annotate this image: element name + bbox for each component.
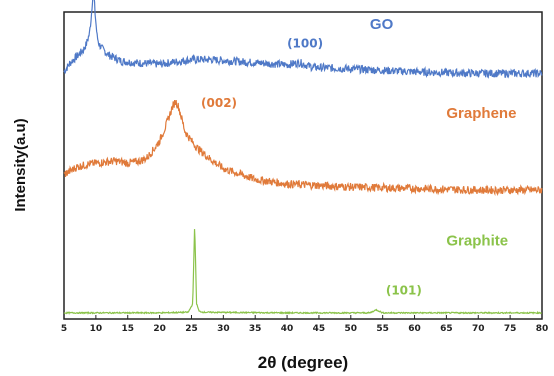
x-tick-label: 15: [121, 324, 134, 334]
x-tick-label: 50: [345, 324, 358, 334]
series-line-graphite: [63, 229, 542, 315]
series-line-graphene: [63, 99, 543, 197]
series-line-go: [63, 0, 543, 79]
series-label-go: GO: [370, 16, 394, 33]
x-tick-label: 10: [90, 324, 103, 334]
x-tick-label: 40: [281, 324, 294, 334]
x-tick-label: 55: [376, 324, 389, 334]
x-axis-title: 2θ (degree): [258, 353, 348, 372]
peak-annotations: (002)(100)(002)(101): [201, 36, 422, 297]
y-axis-title: Intensity(a.u): [12, 118, 29, 211]
x-tick-label: 80: [536, 324, 549, 334]
x-tick-label: 25: [185, 324, 198, 334]
series-label-graphite: Graphite: [446, 232, 508, 249]
x-tick-label: 65: [440, 324, 453, 334]
x-tick-label: 5: [61, 324, 67, 334]
series-labels: GO Graphene Graphite: [370, 16, 517, 249]
x-tick-label: 30: [217, 324, 230, 334]
x-tick-label: 75: [504, 324, 517, 334]
plot-frame: [63, 11, 543, 320]
x-tick-label: 35: [249, 324, 262, 334]
x-tick-label: 70: [472, 324, 485, 334]
peak-annotation: (100): [287, 36, 323, 50]
peak-annotation: (002): [201, 96, 237, 110]
x-tick-label: 20: [153, 324, 166, 334]
x-tick-label: 60: [408, 324, 421, 334]
peak-annotation: (101): [386, 283, 422, 297]
series-layer: [63, 0, 543, 315]
x-ticks: 5 10 15 20 25 30 35 40 45 50 55 60 65 70 75 80: [61, 315, 548, 334]
series-label-graphene: Graphene: [446, 105, 516, 122]
x-tick-label: 45: [313, 324, 326, 334]
